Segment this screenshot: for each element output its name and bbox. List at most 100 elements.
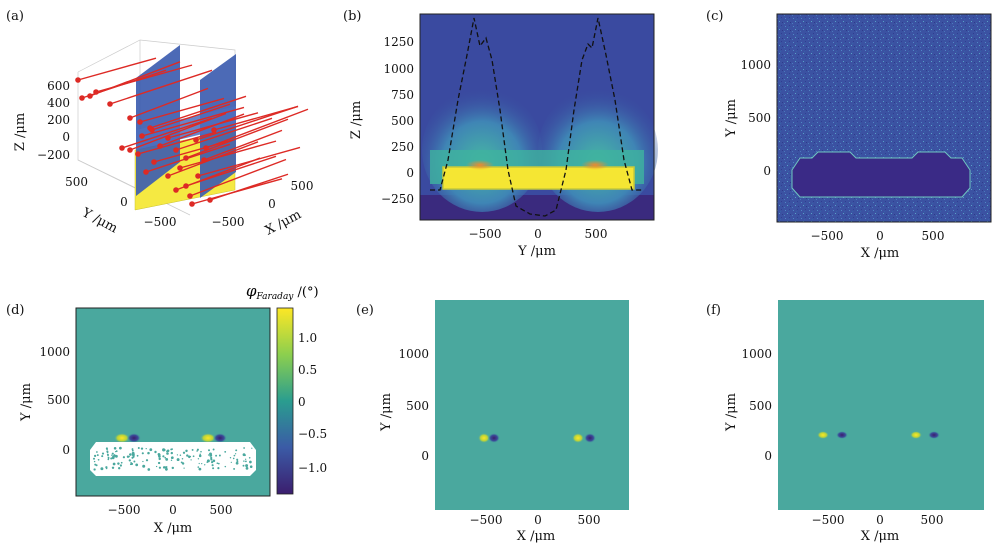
scatter-point <box>93 468 96 471</box>
scatter-point <box>145 459 149 462</box>
ray-point <box>203 145 209 151</box>
ray-line <box>109 69 213 105</box>
panel-f-y-tick: 500 <box>749 399 772 413</box>
panel-b-x-tick: 500 <box>585 227 608 241</box>
panel-e-x-tick: 500 <box>578 513 601 527</box>
scatter-point <box>130 462 134 466</box>
scatter-point <box>113 454 116 457</box>
scatter-point <box>186 454 189 457</box>
scatter-point <box>166 466 168 468</box>
scatter-point <box>95 464 98 467</box>
scatter-point <box>201 462 203 465</box>
ray-point <box>79 95 85 101</box>
scatter-point <box>119 464 123 467</box>
ray-point <box>137 119 143 125</box>
scatter-point <box>243 460 245 462</box>
scatter-point <box>93 454 97 458</box>
panel-b-y-tick: 750 <box>391 88 414 102</box>
scatter-point <box>136 454 139 457</box>
scatter-point <box>131 448 134 451</box>
scatter-point <box>216 462 219 464</box>
scatter-point <box>149 448 153 452</box>
panel-b-hotspot <box>466 160 494 170</box>
panel-b-y-tick: 250 <box>391 140 414 154</box>
panel-a-label: (a) <box>6 9 24 24</box>
ray-point <box>87 93 93 99</box>
scatter-point <box>233 454 236 457</box>
scatter-point <box>140 447 144 450</box>
scatter-point <box>93 460 96 463</box>
ray-line <box>175 157 261 191</box>
scatter-point <box>199 453 201 455</box>
scatter-point <box>107 455 109 457</box>
scatter-point <box>92 457 96 460</box>
ray-line <box>205 108 309 149</box>
panel-d-y-tick: 0 <box>62 443 70 457</box>
ray-line <box>141 106 245 137</box>
scatter-point <box>147 451 150 455</box>
panel-d-label: (d) <box>6 303 24 318</box>
ray-line <box>145 143 231 173</box>
panel-a-y-tick: −500 <box>144 215 177 229</box>
scatter-point <box>113 447 117 450</box>
panel-c-y-tick: 500 <box>748 111 771 125</box>
panel-e-y-label: Y /μm <box>379 393 394 432</box>
ray-line <box>203 129 283 161</box>
scatter-point <box>215 454 218 457</box>
ray-point <box>211 127 217 133</box>
panel-b-y-label: Z /μm <box>349 101 364 139</box>
scatter-point <box>105 467 108 470</box>
scatter-point <box>207 454 210 456</box>
panel-b-x-tick: −500 <box>469 227 502 241</box>
scatter-point <box>198 467 202 471</box>
panel-e-spot-purple <box>488 433 500 443</box>
panel-d-scatter <box>92 446 253 471</box>
panel-f: (f) 1000 500 0 Y /μm −500 0 500 X /μm <box>706 300 984 544</box>
panel-d: (d) 1000 500 0 Y /μm −500 0 500 X /μm φF… <box>6 282 327 536</box>
scatter-point <box>162 448 166 452</box>
ray-point <box>135 151 141 157</box>
panel-a-x-tick: 500 <box>291 179 314 193</box>
ray-line <box>185 118 289 159</box>
panel-a: (a) 600 400 200 0 −200 Z /μm 500 0 −500 … <box>6 9 313 239</box>
ray-point <box>147 125 153 131</box>
scatter-point <box>211 464 214 467</box>
panel-e-spot-yellow <box>572 433 584 443</box>
scatter-point <box>112 462 116 466</box>
panel-a-z-label: Z /μm <box>13 113 28 151</box>
scatter-point <box>196 448 199 451</box>
panel-c-x-tick: 0 <box>876 229 884 243</box>
scatter-point <box>154 450 157 454</box>
panel-c-label: (c) <box>706 9 723 24</box>
panel-e-y-tick: 0 <box>421 449 429 463</box>
scatter-point <box>155 465 158 468</box>
panel-f-label: (f) <box>706 303 721 318</box>
panel-a-z-tick: 0 <box>62 130 70 144</box>
panel-a-z-tick: 600 <box>47 79 70 93</box>
ray-point <box>189 201 195 207</box>
ray-point <box>127 147 133 153</box>
panel-e-x-tick: −500 <box>470 513 503 527</box>
scatter-point <box>176 454 179 456</box>
panel-f-x-tick: 0 <box>876 513 884 527</box>
panel-f-spot-purple <box>928 431 940 439</box>
scatter-point <box>210 458 213 461</box>
panel-d-spot-yellow <box>114 433 130 443</box>
panel-b-y-tick: 500 <box>391 114 414 128</box>
scatter-point <box>106 451 109 454</box>
scatter-point <box>97 458 100 461</box>
panel-c-x-tick: 500 <box>922 229 945 243</box>
panel-e-label: (e) <box>356 303 374 318</box>
panel-f-y-tick: 1000 <box>741 347 772 361</box>
scatter-point <box>242 464 245 467</box>
scatter-point <box>189 455 192 458</box>
ray-point <box>173 187 179 193</box>
panel-f-x-tick: 500 <box>921 513 944 527</box>
scatter-point <box>96 451 98 453</box>
scatter-point <box>235 449 238 452</box>
colorbar-tick: −0.5 <box>298 427 327 441</box>
ray-point <box>177 165 183 171</box>
scatter-point <box>131 453 135 457</box>
scatter-point <box>131 449 134 452</box>
colorbar-tick: 1.0 <box>298 331 317 345</box>
